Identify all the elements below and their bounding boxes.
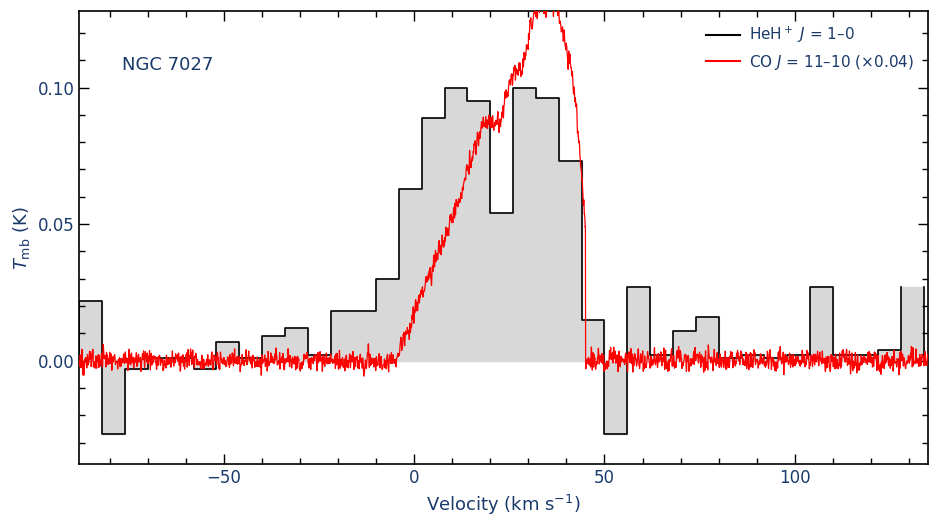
Legend: HeH$^+$ $J$ = 1–0, CO $J$ = 11–10 (×0.04): HeH$^+$ $J$ = 1–0, CO $J$ = 11–10 (×0.04… (700, 19, 920, 78)
Text: NGC 7027: NGC 7027 (122, 56, 213, 74)
X-axis label: Velocity (km s$^{-1}$): Velocity (km s$^{-1}$) (426, 493, 581, 517)
Y-axis label: $T_{\mathrm{mb}}$ (K): $T_{\mathrm{mb}}$ (K) (11, 206, 32, 270)
